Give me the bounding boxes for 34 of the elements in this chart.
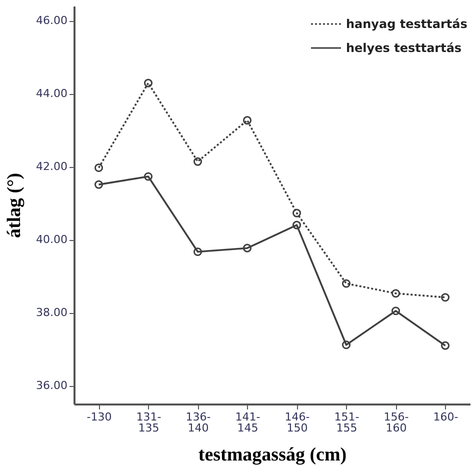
point xyxy=(342,340,351,350)
x-tick-label: 151-155 xyxy=(334,410,360,434)
x-tick-label: 146-150 xyxy=(284,410,310,434)
y-tick-label: 40.00 xyxy=(36,233,68,246)
x-tick-label: 160- xyxy=(433,410,458,424)
point xyxy=(391,289,400,298)
point xyxy=(292,208,302,218)
point xyxy=(144,172,153,181)
point xyxy=(440,341,450,350)
point xyxy=(342,279,351,288)
point xyxy=(391,306,400,316)
point xyxy=(193,247,202,256)
point xyxy=(292,220,302,230)
y-tick-label: 38.00 xyxy=(36,306,68,320)
y-tick-label: 46.00 xyxy=(36,14,68,28)
point xyxy=(440,293,450,302)
legend-label: helyes testtartás xyxy=(346,41,462,55)
y-tick-label: 44.00 xyxy=(36,87,68,100)
y-tick-label: 42.00 xyxy=(36,160,68,174)
x-tick-label: 131-135 xyxy=(136,410,162,434)
point xyxy=(144,78,153,88)
y-tick-label: 36.00 xyxy=(36,379,68,392)
point xyxy=(242,244,252,252)
legend-label: hanyag testtartás xyxy=(346,17,468,31)
point xyxy=(94,180,104,189)
x-tick-label: 156-160 xyxy=(384,410,409,434)
point xyxy=(94,163,104,172)
x-tick-label: -130 xyxy=(86,410,112,424)
point xyxy=(242,116,252,125)
x-tick-label: 141-145 xyxy=(235,410,260,434)
point xyxy=(193,157,202,166)
y-axis-title: átlag (°) xyxy=(4,172,26,238)
x-axis-title: testmagasság (cm) xyxy=(198,444,347,466)
x-tick-label: 136-140 xyxy=(186,410,211,434)
